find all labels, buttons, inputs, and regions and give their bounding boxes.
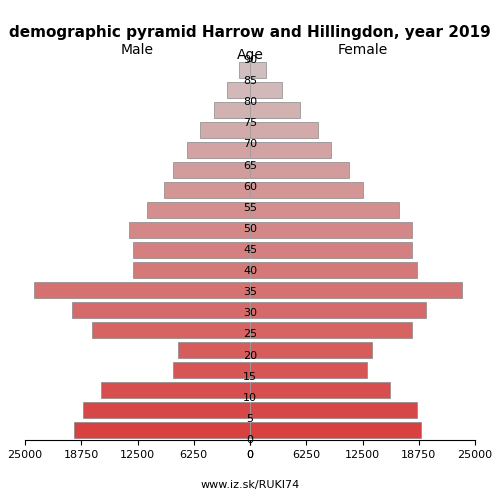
Bar	[72, 302, 250, 318]
Bar	[164, 182, 250, 198]
Bar	[250, 302, 426, 318]
Bar	[250, 102, 300, 118]
Text: demographic pyramid Harrow and Hillingdon, year 2019: demographic pyramid Harrow and Hillingdo…	[9, 25, 491, 40]
Text: 65: 65	[243, 160, 257, 170]
Bar	[128, 222, 250, 238]
Text: 60: 60	[243, 182, 257, 192]
Bar	[133, 242, 250, 258]
Text: 0: 0	[246, 435, 254, 445]
Bar	[250, 242, 412, 258]
Bar	[250, 262, 416, 278]
Bar	[174, 162, 250, 178]
Text: 15: 15	[243, 372, 257, 382]
Bar	[250, 282, 462, 298]
Bar	[250, 362, 367, 378]
Text: 70: 70	[243, 140, 257, 149]
Bar	[102, 382, 250, 398]
Text: www.iz.sk/RUKI74: www.iz.sk/RUKI74	[200, 480, 300, 490]
Bar	[250, 142, 331, 158]
Bar	[250, 62, 266, 78]
Bar	[84, 402, 250, 418]
Bar	[92, 322, 250, 338]
Text: 45: 45	[243, 245, 257, 255]
Bar	[74, 422, 250, 438]
Text: 10: 10	[243, 393, 257, 403]
Text: 30: 30	[243, 308, 257, 318]
Bar	[187, 142, 250, 158]
Bar	[250, 202, 398, 218]
Text: 90: 90	[243, 55, 257, 65]
Text: 80: 80	[243, 97, 257, 107]
Title: Female: Female	[338, 44, 388, 58]
Bar	[228, 82, 250, 98]
Bar	[178, 342, 250, 358]
Text: 20: 20	[243, 350, 257, 360]
Text: 75: 75	[243, 118, 257, 128]
Bar	[214, 102, 250, 118]
Bar	[250, 222, 412, 238]
Bar	[250, 382, 390, 398]
Bar	[250, 402, 416, 418]
Bar	[250, 82, 282, 98]
Bar	[239, 62, 250, 78]
Text: 50: 50	[243, 224, 257, 234]
Bar	[250, 182, 362, 198]
Bar	[250, 322, 412, 338]
Bar	[250, 122, 318, 138]
Bar	[133, 262, 250, 278]
Bar	[200, 122, 250, 138]
Text: 35: 35	[243, 287, 257, 297]
Title: Male: Male	[121, 44, 154, 58]
Text: 5: 5	[246, 414, 254, 424]
Bar	[250, 342, 372, 358]
Text: 40: 40	[243, 266, 257, 276]
Text: 85: 85	[243, 76, 257, 86]
Bar	[174, 362, 250, 378]
Bar	[146, 202, 250, 218]
Text: Age: Age	[236, 48, 264, 62]
Bar	[250, 422, 421, 438]
Text: 55: 55	[243, 203, 257, 213]
Bar	[250, 162, 349, 178]
Bar	[34, 282, 250, 298]
Text: 25: 25	[243, 330, 257, 340]
